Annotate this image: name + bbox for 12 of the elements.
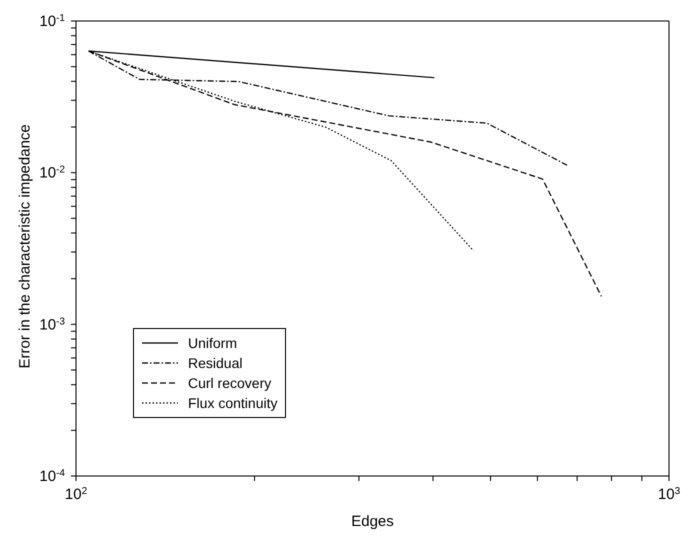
legend-label: Flux continuity xyxy=(188,395,278,411)
legend-label: Curl recovery xyxy=(188,375,272,391)
x-tick-label: 10$^{3}$ xyxy=(658,486,681,503)
y-tick-label: 10$^{-4}$ xyxy=(39,468,66,485)
y-axis-title: Error in the characteristic impedance xyxy=(16,124,34,368)
y-tick-label: 10$^{-1}$ xyxy=(39,12,66,30)
y-tick-label: 10$^{-3}$ xyxy=(39,316,66,334)
x-tick-label: 10$^{2}$ xyxy=(64,486,88,503)
x-axis-title: Edges xyxy=(351,513,394,530)
y-tick-label: 10$^{-2}$ xyxy=(39,164,66,182)
legend-label: Residual xyxy=(188,355,242,371)
legend-label: Uniform xyxy=(188,335,238,351)
